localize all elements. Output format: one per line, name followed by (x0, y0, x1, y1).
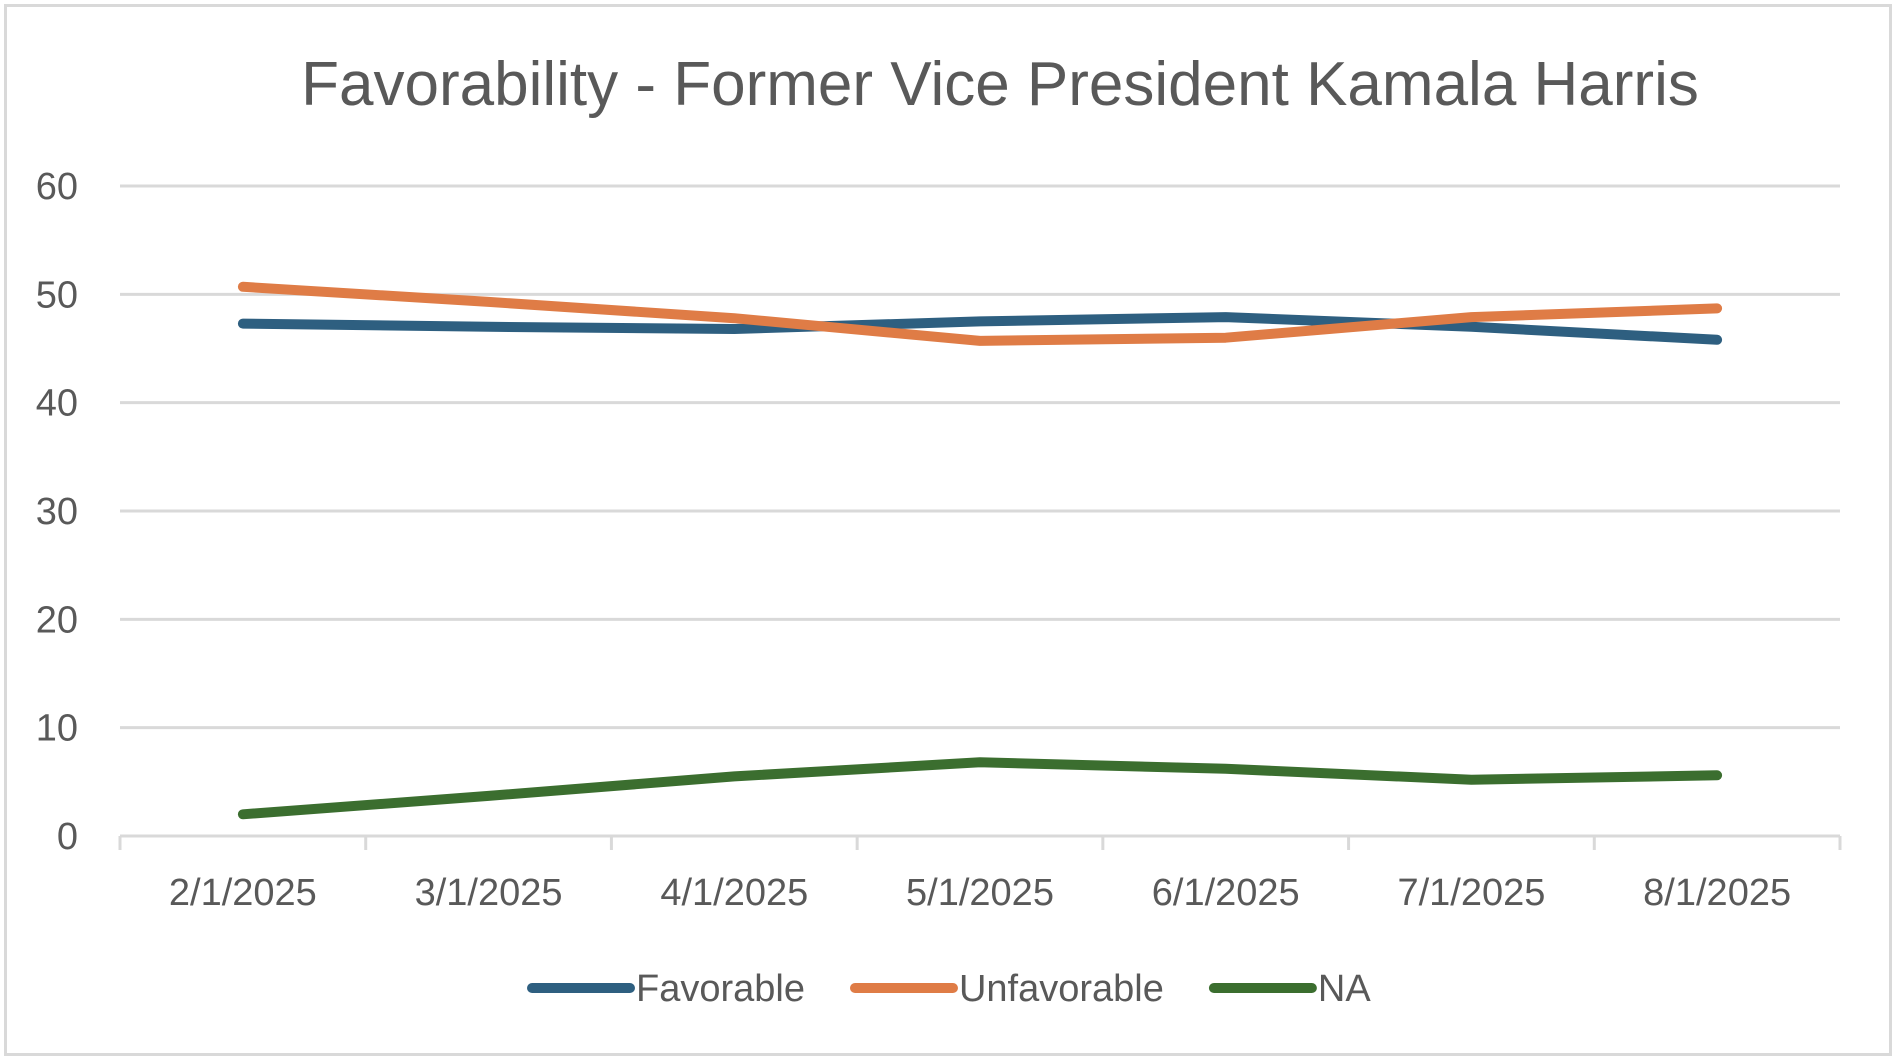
gridlines (120, 184, 1840, 730)
series-line-unfavorable (237, 281, 1723, 346)
legend: Favorable Unfavorable NA (527, 968, 1371, 1010)
y-tick-label: 60 (36, 166, 78, 208)
x-axis (118, 834, 1842, 850)
x-tick-label: 8/1/2025 (1643, 872, 1791, 914)
series-lines (237, 281, 1723, 820)
x-tick-label: 7/1/2025 (1397, 872, 1545, 914)
legend-label-favorable: Favorable (636, 968, 805, 1010)
y-tick-label: 40 (36, 383, 78, 425)
x-tick-label: 4/1/2025 (660, 872, 808, 914)
legend-label-unfavorable: Unfavorable (959, 968, 1164, 1010)
series-line-na (237, 757, 1723, 820)
x-tick-label: 5/1/2025 (906, 872, 1054, 914)
y-tick-label: 30 (36, 491, 78, 533)
chart-area (4, 4, 1892, 1056)
x-axis-tick-labels: 2/1/2025 3/1/2025 4/1/2025 5/1/2025 6/1/2025… (169, 872, 1791, 914)
y-tick-label: 50 (36, 274, 78, 316)
y-axis-tick-labels: 0 10 20 30 40 50 60 (36, 166, 78, 858)
x-tick-label: 2/1/2025 (169, 872, 317, 914)
y-tick-label: 20 (36, 599, 78, 641)
series-line-favorable (237, 312, 1723, 345)
x-tick-label: 3/1/2025 (415, 872, 563, 914)
x-tick-label: 6/1/2025 (1152, 872, 1300, 914)
chart-title: Favorability - Former Vice President Kam… (301, 50, 1699, 119)
legend-label-na: NA (1318, 968, 1371, 1010)
y-tick-label: 0 (57, 816, 78, 858)
y-tick-label: 10 (36, 708, 78, 750)
